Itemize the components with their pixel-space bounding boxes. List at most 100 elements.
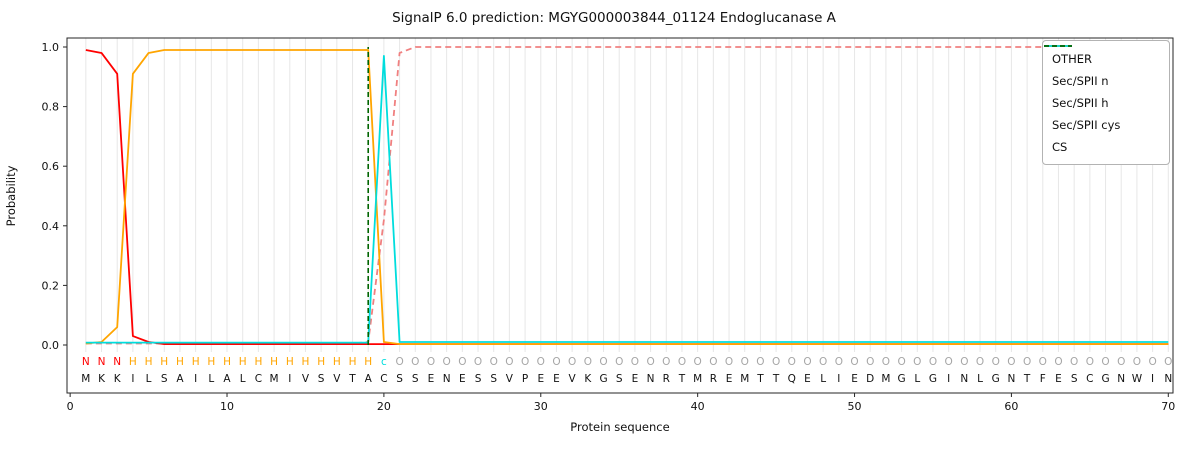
region-letter: O [1054, 356, 1062, 368]
region-letter: O [646, 356, 654, 368]
residue-letter: M [693, 373, 702, 385]
region-letter: O [662, 356, 670, 368]
region-letter: O [395, 356, 403, 368]
region-letter: N [113, 356, 121, 368]
residue-letter: V [569, 373, 577, 385]
residue-letter: M [740, 373, 749, 385]
region-letter: O [976, 356, 984, 368]
residue-letter: G [992, 373, 1000, 385]
residue-letter: I [194, 373, 197, 385]
residue-letter: L [977, 373, 983, 385]
residue-letter: T [348, 373, 356, 385]
residue-letter: N [443, 373, 451, 385]
residue-letter: G [929, 373, 937, 385]
y-tick-label: 0.6 [42, 160, 60, 173]
x-tick-label: 40 [691, 400, 705, 413]
residue-letter: N [1117, 373, 1125, 385]
residue-letter: C [380, 373, 387, 385]
residue-letter: E [1055, 373, 1062, 385]
region-letter: O [866, 356, 874, 368]
residue-letter: E [632, 373, 639, 385]
region-letter: O [584, 356, 592, 368]
residue-letter: I [131, 373, 134, 385]
region-letter: O [882, 356, 890, 368]
region-letter: H [223, 356, 231, 368]
region-letter: H [349, 356, 357, 368]
region-letter: H [364, 356, 372, 368]
residue-letter: D [866, 373, 874, 385]
residue-letter: S [161, 373, 168, 385]
residue-letter: W [1132, 373, 1143, 385]
region-letter: O [819, 356, 827, 368]
residue-letter: L [914, 373, 920, 385]
region-letter: O [929, 356, 937, 368]
region-letter: O [599, 356, 607, 368]
y-tick-label: 0.2 [42, 279, 60, 292]
legend-label: CS [1052, 140, 1068, 154]
region-letter: O [1070, 356, 1078, 368]
residue-letter: S [1071, 373, 1078, 385]
region-letter: H [207, 356, 215, 368]
region-letter: H [254, 356, 262, 368]
legend-item-sec-spii-cys: Sec/SPII cys [1044, 45, 1160, 136]
region-letter: O [1148, 356, 1156, 368]
region-letter: O [960, 356, 968, 368]
region-letter: O [1101, 356, 1109, 368]
residue-letter: G [599, 373, 607, 385]
region-letter: O [835, 356, 843, 368]
plot-frame [66, 37, 1174, 394]
x-axis-label: Protein sequence [570, 420, 669, 434]
series-lines [85, 46, 1169, 346]
residue-letter: G [1101, 373, 1109, 385]
region-letter: O [741, 356, 749, 368]
residue-letter: T [756, 373, 764, 385]
region-letter: O [709, 356, 717, 368]
region-letter: H [270, 356, 278, 368]
region-letter: O [1164, 356, 1172, 368]
residue-letter: V [333, 373, 341, 385]
y-tick-label: 1.0 [42, 41, 60, 54]
region-letter: O [694, 356, 702, 368]
residue-letter: I [1151, 373, 1154, 385]
region-letter: O [678, 356, 686, 368]
legend-line-sample [1044, 45, 1072, 47]
region-letter: H [286, 356, 294, 368]
residue-letter: E [726, 373, 733, 385]
residue-letter: S [490, 373, 497, 385]
x-tick-label: 20 [377, 400, 391, 413]
region-letter: O [443, 356, 451, 368]
series-sec-spii-n [85, 49, 1169, 346]
legend-item-other: OTHER [1044, 45, 1160, 70]
residue-letter: S [475, 373, 482, 385]
residue-letter: R [663, 373, 670, 385]
residue-letter: L [146, 373, 152, 385]
residue-letter: R [710, 373, 717, 385]
x-tick-label: 10 [220, 400, 234, 413]
region-letter: O [1086, 356, 1094, 368]
residue-letter: L [820, 373, 826, 385]
region-letter: H [317, 356, 325, 368]
chart-title: SignalP 6.0 prediction: MGYG000003844_01… [392, 10, 836, 26]
region-letter: O [992, 356, 1000, 368]
residue-letter: G [898, 373, 906, 385]
residue-letter: T [1023, 373, 1031, 385]
region-letter: O [631, 356, 639, 368]
residue-letter: T [678, 373, 686, 385]
x-tick-label: 60 [1004, 400, 1018, 413]
region-letter: O [788, 356, 796, 368]
residue-letter: A [365, 373, 373, 385]
region-letter: N [82, 356, 90, 368]
region-letter: O [897, 356, 905, 368]
legend: OTHER Sec/SPII n Sec/SPII h Sec/SPII cys CS [1042, 40, 1170, 165]
residue-letter: F [1040, 373, 1046, 385]
residue-letter: N [1007, 373, 1015, 385]
residue-letter: L [208, 373, 214, 385]
residue-letter: A [223, 373, 231, 385]
residue-letter: K [98, 373, 106, 385]
y-tick-label: 0.8 [42, 101, 60, 114]
residue-letter: V [506, 373, 514, 385]
residue-letter: M [881, 373, 890, 385]
residue-letter: M [81, 373, 90, 385]
